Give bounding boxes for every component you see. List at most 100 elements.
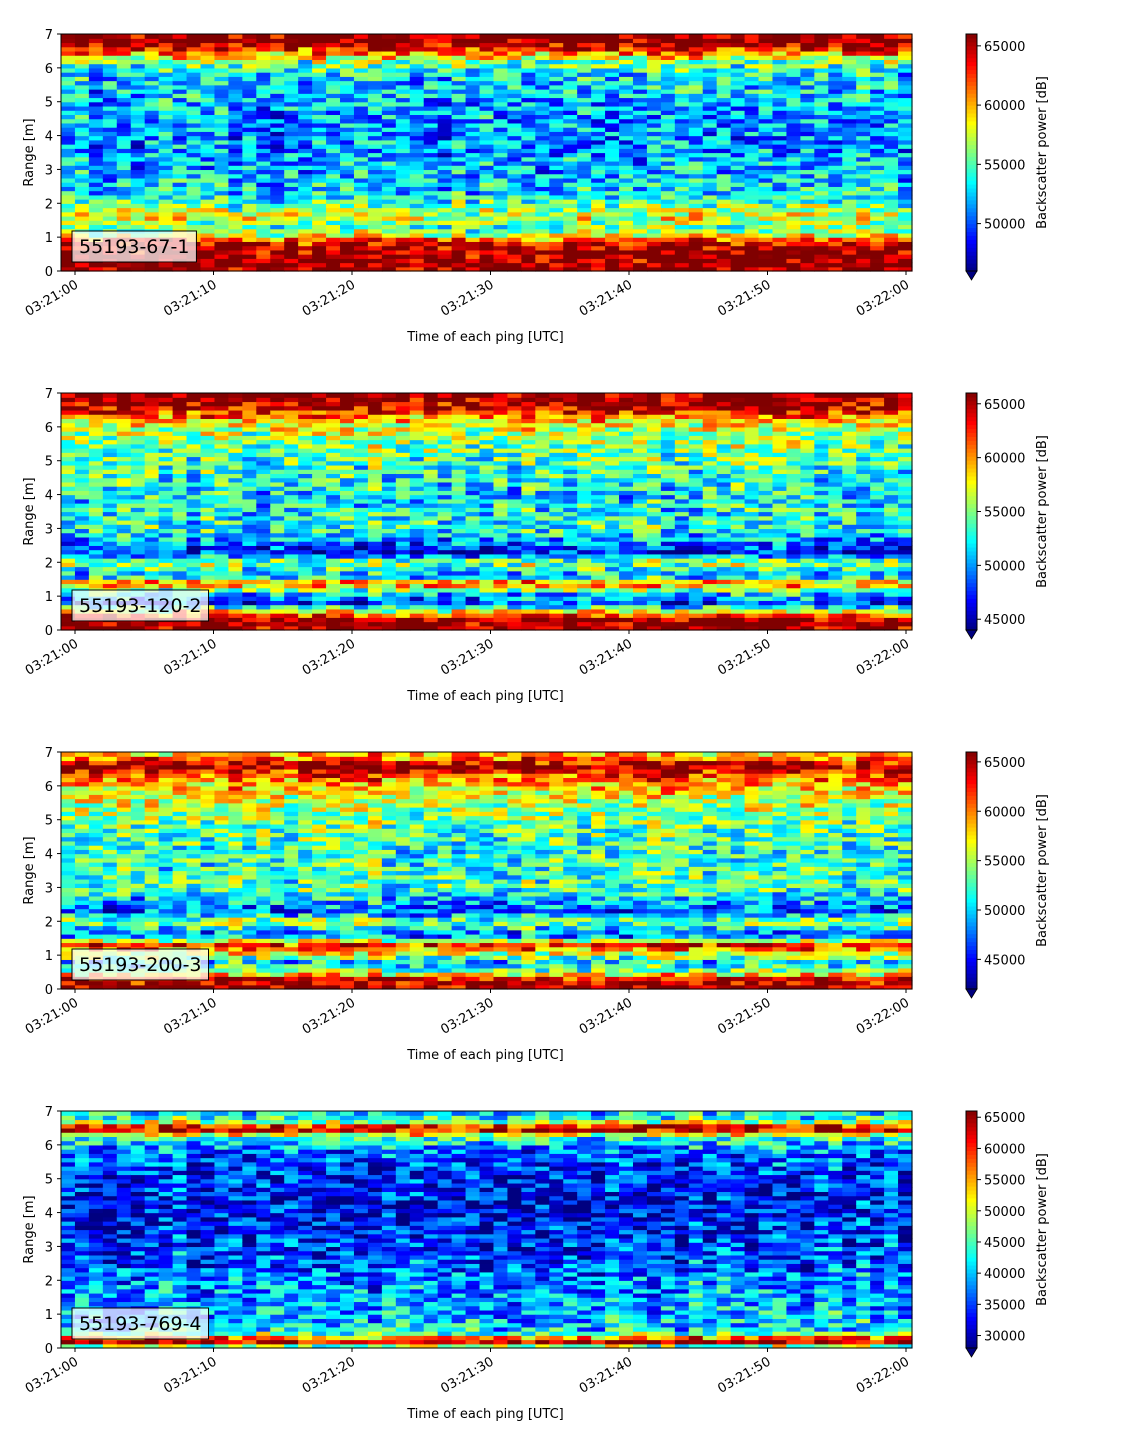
heatmap-cell bbox=[898, 232, 913, 238]
heatmap-cell bbox=[74, 76, 90, 82]
heatmap-cell bbox=[646, 169, 662, 175]
heatmap-cell bbox=[842, 173, 857, 179]
heatmap-cell bbox=[381, 203, 397, 209]
heatmap-cell bbox=[298, 604, 313, 610]
heatmap-cell bbox=[158, 393, 174, 398]
heatmap-cell bbox=[74, 215, 90, 221]
colorbar-segment bbox=[966, 132, 977, 138]
heatmap-cell bbox=[61, 38, 76, 44]
heatmap-cell bbox=[605, 160, 620, 166]
heatmap-cell bbox=[130, 536, 146, 542]
heatmap-cell bbox=[200, 405, 216, 411]
heatmap-cell bbox=[744, 97, 760, 103]
heatmap-cell bbox=[521, 72, 536, 77]
heatmap-cell bbox=[702, 156, 718, 162]
heatmap-cell bbox=[605, 156, 620, 162]
heatmap-cell bbox=[409, 473, 425, 479]
heatmap-cell bbox=[130, 532, 146, 538]
heatmap-cell bbox=[702, 237, 718, 242]
heatmap-cell bbox=[74, 443, 90, 449]
heatmap-cell bbox=[326, 448, 341, 453]
heatmap-cell bbox=[814, 194, 829, 200]
heatmap-cell bbox=[814, 59, 829, 65]
heatmap-cell bbox=[786, 177, 801, 183]
heatmap-cell bbox=[800, 241, 815, 247]
heatmap-cell bbox=[814, 258, 829, 264]
heatmap-cell bbox=[130, 498, 146, 504]
heatmap-cell bbox=[535, 84, 550, 90]
heatmap-cell bbox=[88, 553, 104, 559]
heatmap-cell bbox=[353, 76, 369, 82]
heatmap-cell bbox=[130, 464, 146, 470]
heatmap-cell bbox=[898, 97, 913, 103]
heatmap-cell bbox=[74, 199, 90, 204]
heatmap-cell bbox=[214, 241, 230, 247]
heatmap-cell bbox=[158, 583, 174, 589]
heatmap-cell bbox=[381, 84, 397, 90]
heatmap-cell bbox=[88, 486, 104, 491]
heatmap-cell bbox=[395, 414, 411, 419]
heatmap-cell bbox=[214, 536, 230, 542]
heatmap-cell bbox=[549, 160, 564, 166]
heatmap-cell bbox=[367, 583, 383, 589]
heatmap-cell bbox=[493, 97, 509, 103]
heatmap-cell bbox=[381, 397, 397, 403]
heatmap-cell bbox=[437, 258, 453, 264]
heatmap-cell bbox=[144, 519, 160, 525]
heatmap-cell bbox=[451, 165, 467, 171]
heatmap-cell bbox=[828, 34, 843, 39]
heatmap-cell bbox=[172, 549, 188, 555]
heatmap-cell bbox=[116, 477, 132, 483]
heatmap-cell bbox=[326, 42, 341, 48]
heatmap-cell bbox=[605, 80, 620, 86]
heatmap-cell bbox=[395, 76, 411, 82]
heatmap-cell bbox=[465, 249, 481, 255]
heatmap-cell bbox=[632, 55, 648, 60]
heatmap-cell bbox=[409, 545, 425, 551]
heatmap-cell bbox=[200, 89, 216, 94]
heatmap-cell bbox=[619, 38, 634, 44]
heatmap-cell bbox=[353, 55, 369, 60]
heatmap-cell bbox=[158, 38, 174, 44]
heatmap-cell bbox=[632, 165, 648, 171]
heatmap-cell bbox=[144, 63, 160, 69]
heatmap-cell bbox=[367, 460, 383, 466]
colorbar-segment bbox=[966, 109, 977, 114]
heatmap-cell bbox=[130, 426, 146, 432]
heatmap-cell bbox=[493, 148, 509, 154]
heatmap-cell bbox=[632, 118, 648, 124]
heatmap-cell bbox=[381, 46, 397, 52]
heatmap-cell bbox=[172, 439, 188, 445]
heatmap-cell bbox=[144, 139, 160, 145]
heatmap-cell bbox=[242, 135, 257, 141]
heatmap-cell bbox=[395, 515, 411, 521]
heatmap-cell bbox=[61, 177, 76, 183]
heatmap-cell bbox=[814, 249, 829, 255]
heatmap-cell bbox=[284, 139, 299, 145]
heatmap-cell bbox=[228, 93, 243, 99]
heatmap-cell bbox=[730, 50, 746, 56]
heatmap-cell bbox=[326, 203, 341, 209]
heatmap-cell bbox=[437, 110, 453, 116]
heatmap-cell bbox=[186, 72, 202, 77]
heatmap-cell bbox=[632, 148, 648, 154]
heatmap-cell bbox=[688, 249, 704, 255]
heatmap-cell bbox=[619, 203, 634, 209]
heatmap-cell bbox=[270, 401, 285, 407]
heatmap-cell bbox=[549, 67, 564, 73]
heatmap-cell bbox=[549, 182, 564, 187]
heatmap-cell bbox=[298, 228, 313, 234]
heatmap-cell bbox=[437, 156, 453, 162]
heatmap-cell bbox=[172, 498, 188, 504]
heatmap-cell bbox=[298, 80, 313, 86]
heatmap-cell bbox=[214, 84, 230, 90]
heatmap-cell bbox=[270, 63, 285, 69]
heatmap-cell bbox=[214, 89, 230, 94]
heatmap-cell bbox=[758, 80, 774, 86]
heatmap-cell bbox=[507, 160, 522, 166]
heatmap-cell bbox=[814, 131, 829, 137]
heatmap-cell bbox=[409, 156, 425, 162]
heatmap-cell bbox=[116, 67, 132, 73]
heatmap-cell bbox=[619, 89, 634, 94]
heatmap-cell bbox=[688, 207, 704, 213]
